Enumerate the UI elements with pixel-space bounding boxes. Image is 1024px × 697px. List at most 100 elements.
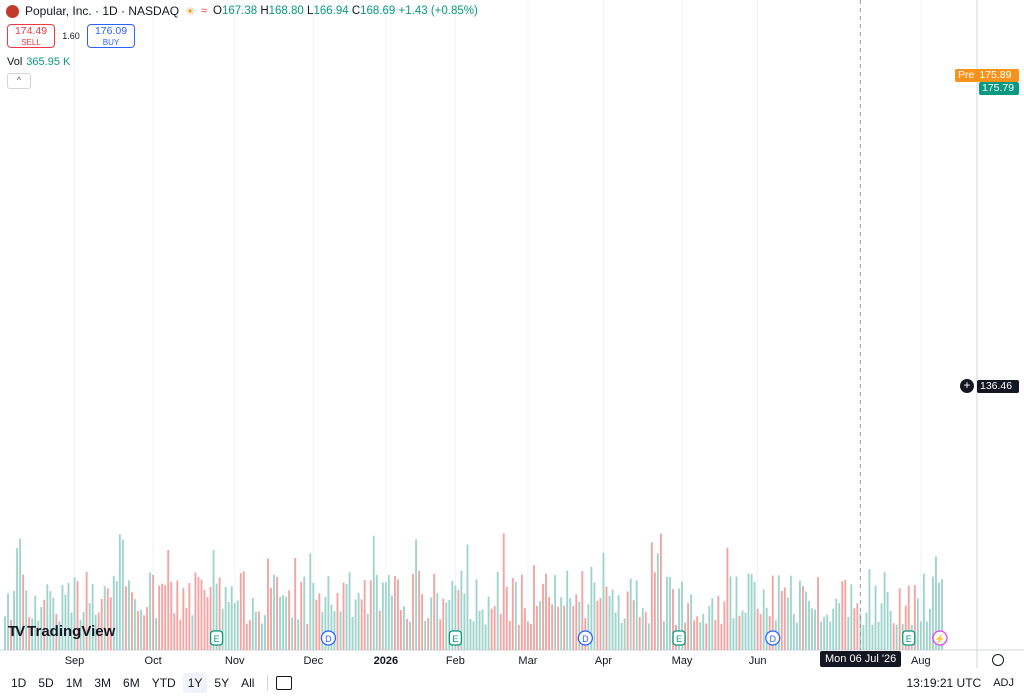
settings-gear-icon[interactable] — [992, 654, 1004, 666]
sell-button[interactable]: 174.49 SELL — [7, 24, 55, 48]
crosshair-date-tag: Mon 06 Jul '26 — [820, 651, 902, 667]
volume-bar — [517, 624, 520, 650]
volume-bar — [826, 614, 829, 650]
volume-bar — [212, 549, 215, 650]
volume-bar — [463, 593, 466, 650]
volume-bar — [542, 583, 544, 650]
collapse-legend-button[interactable]: ^ — [7, 73, 31, 89]
sell-price: 174.49 — [14, 25, 48, 37]
volume-bar — [315, 599, 318, 650]
volume-bar — [363, 579, 366, 650]
volume-bar — [868, 569, 871, 650]
volume-bar — [424, 620, 427, 650]
volume-bar — [375, 574, 378, 650]
volume-bar — [131, 592, 133, 650]
svg-text:E: E — [452, 634, 458, 644]
tradingview-logo[interactable]: TV TradingView — [8, 623, 115, 640]
volume-bar — [203, 589, 206, 650]
volume-bar — [732, 618, 735, 650]
volume-bar — [400, 610, 402, 650]
volume-bar — [94, 614, 97, 650]
volume-bar — [40, 606, 43, 650]
volume-bar — [653, 572, 656, 650]
volume-bar — [859, 613, 862, 650]
volume-bar — [717, 596, 720, 650]
volume-bar — [197, 576, 200, 650]
range-all[interactable]: All — [241, 676, 255, 690]
utc-clock[interactable]: 13:19:21 UTC — [906, 676, 982, 690]
volume-bar — [112, 575, 115, 650]
volume-bar — [161, 583, 164, 650]
volume-bar — [644, 612, 647, 650]
earnings-marker: E — [672, 630, 686, 646]
volume-bar — [276, 576, 278, 650]
volume-bar — [43, 599, 46, 650]
volume-bar — [602, 552, 605, 650]
adj-toggle[interactable]: ADJ — [993, 677, 1014, 689]
volume-bar — [898, 588, 901, 650]
volume-bar — [273, 574, 275, 650]
volume-bar — [230, 586, 233, 650]
volume-bar — [390, 595, 393, 650]
volume-bar — [877, 621, 880, 650]
volume-bar — [844, 579, 847, 650]
volume-bar — [487, 596, 490, 650]
volume-bar — [294, 557, 297, 650]
volume-bar — [155, 618, 158, 650]
volume-bar — [245, 623, 248, 650]
range-ytd[interactable]: YTD — [151, 676, 176, 690]
range-5d[interactable]: 5D — [38, 676, 54, 690]
volume-bar — [318, 593, 321, 650]
calendar-icon[interactable] — [276, 676, 293, 690]
add-alert-icon[interactable]: + — [960, 379, 974, 393]
change-value: +1.43 (+0.85%) — [398, 5, 478, 17]
range-6m[interactable]: 6M — [123, 676, 140, 690]
range-1d[interactable]: 1D — [11, 676, 27, 690]
volume-bar — [342, 582, 345, 650]
volume-bar — [303, 576, 306, 650]
volume-bar — [696, 616, 699, 650]
volume-bar — [173, 613, 176, 650]
range-5y[interactable]: 5Y — [214, 676, 230, 690]
volume-bar — [925, 621, 928, 650]
buy-button[interactable]: 176.09 BUY — [87, 24, 135, 48]
volume-bar — [802, 586, 804, 650]
symbol-title[interactable]: Popular, Inc. · 1D · NASDAQ — [25, 4, 180, 18]
volume-bar — [34, 595, 37, 650]
sell-label: SELL — [21, 38, 41, 47]
volume-bar — [783, 587, 786, 650]
volume-bar — [777, 575, 780, 650]
volume-bar — [478, 610, 481, 650]
volume-bar — [270, 587, 272, 650]
volume-bar — [4, 616, 6, 650]
volume-bar — [575, 594, 578, 650]
low-value: 166.94 — [313, 5, 349, 17]
volume-bar — [324, 596, 327, 650]
volume-bar — [115, 581, 118, 650]
volume-bar — [669, 577, 671, 650]
earnings-marker: E — [902, 630, 916, 646]
svg-text:E: E — [214, 634, 220, 644]
volume-bar — [638, 617, 641, 650]
compare-icon[interactable]: ≈ — [200, 5, 207, 17]
volume-bar — [409, 621, 411, 650]
volume-bar — [209, 586, 212, 650]
svg-text:E: E — [906, 634, 912, 644]
volume-bar — [439, 619, 442, 650]
volume-bar — [490, 608, 493, 650]
volume-bar — [333, 611, 336, 650]
volume-bar — [708, 606, 711, 650]
volume-bar — [124, 586, 127, 650]
range-1m[interactable]: 1M — [65, 676, 83, 690]
volume-bar — [170, 581, 173, 650]
range-3m[interactable]: 3M — [94, 676, 112, 690]
volume-bar — [239, 573, 242, 650]
volume-bar — [236, 600, 239, 650]
x-tick-label: May — [672, 655, 693, 667]
volume-bar — [336, 593, 339, 650]
volume-bar — [82, 611, 85, 650]
volume-bar — [167, 549, 170, 650]
volume-bar — [194, 572, 197, 650]
range-1y[interactable]: 1Y — [182, 673, 208, 693]
